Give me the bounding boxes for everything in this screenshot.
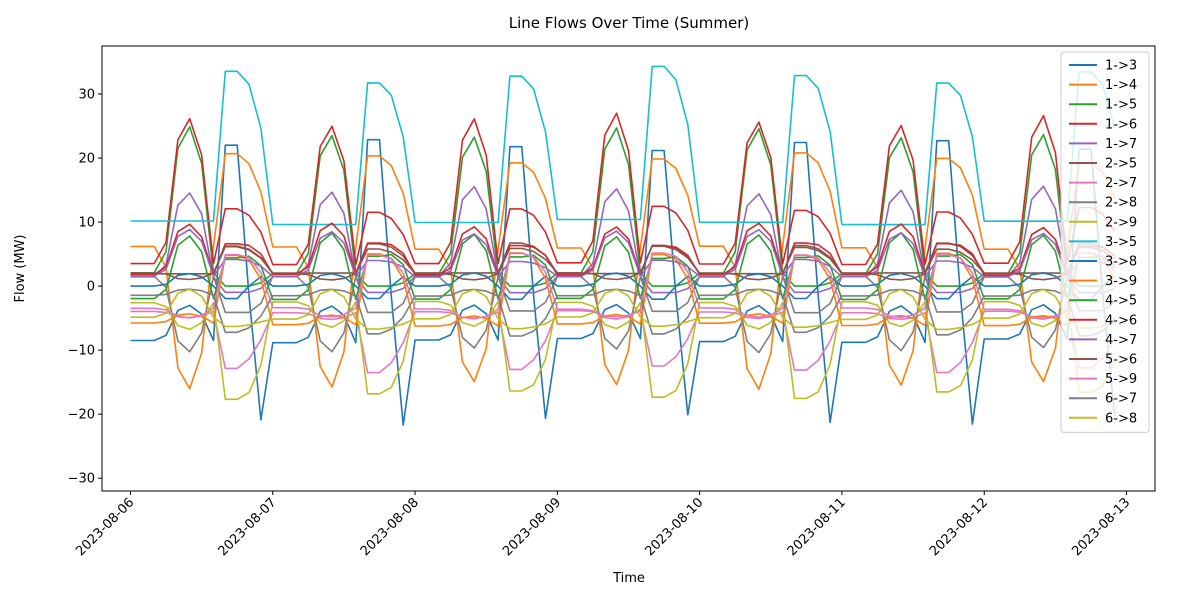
legend-label: 6->7 — [1105, 392, 1137, 407]
legend-label: 4->6 — [1105, 313, 1137, 328]
series-line-1-to-4 — [130, 152, 1116, 391]
y-axis: −30 −20 −10 0 10 20 30 — [68, 88, 102, 487]
series-line-1-to-6 — [130, 112, 1116, 266]
series-line-5-to-6 — [130, 245, 1116, 281]
y-tick-label: −10 — [68, 344, 95, 359]
legend-label: 2->5 — [1105, 157, 1137, 172]
y-tick-label: 0 — [87, 280, 95, 295]
y-tick-label: 10 — [78, 216, 95, 231]
legend-label: 1->3 — [1105, 59, 1137, 74]
chart-title: Line Flows Over Time (Summer) — [509, 14, 750, 32]
legend-label: 1->4 — [1105, 78, 1137, 93]
series-line-1-to-3 — [130, 138, 1116, 426]
series-line-6-to-7 — [130, 288, 1116, 337]
series-line-5-to-9 — [130, 252, 1116, 320]
legend-label: 5->6 — [1105, 353, 1137, 368]
legend-label: 3->8 — [1105, 255, 1137, 270]
legend-label: 1->7 — [1105, 137, 1137, 152]
legend-label: 1->5 — [1105, 98, 1137, 113]
legend-label: 3->9 — [1105, 274, 1137, 289]
legend: 1->3 1->4 1->5 1->6 1->7 2->5 2->7 2->8 2->9 3->5… — [1060, 51, 1150, 433]
x-axis-label: Time — [612, 571, 645, 586]
y-tick-label: −30 — [68, 472, 95, 487]
legend-label: 3->5 — [1105, 235, 1137, 250]
y-tick-label: 20 — [78, 152, 95, 167]
y-axis-label: Flow (MW) — [13, 234, 28, 302]
y-tick-label: 30 — [78, 88, 95, 103]
legend-box — [1060, 51, 1150, 433]
plot-frame — [101, 45, 1156, 492]
series-line-3-to-8 — [130, 272, 1116, 301]
series-layer — [130, 65, 1116, 426]
series-line-4-to-7 — [130, 228, 1115, 278]
legend-label: 5->9 — [1105, 372, 1137, 387]
legend-label: 4->5 — [1105, 294, 1137, 309]
series-line-3-to-5 — [130, 65, 1116, 226]
series-line-3-to-9 — [130, 252, 1116, 327]
legend-label: 6->8 — [1105, 411, 1137, 426]
legend-label: 2->9 — [1105, 215, 1137, 230]
y-tick-label: −20 — [68, 408, 95, 423]
series-line-2-to-9 — [130, 300, 1116, 401]
legend-label: 2->7 — [1105, 176, 1137, 191]
series-line-6-to-8 — [130, 288, 1115, 331]
legend-label: 4->7 — [1105, 333, 1137, 348]
legend-label: 2->8 — [1105, 196, 1137, 211]
legend-label: 1->6 — [1105, 117, 1137, 132]
